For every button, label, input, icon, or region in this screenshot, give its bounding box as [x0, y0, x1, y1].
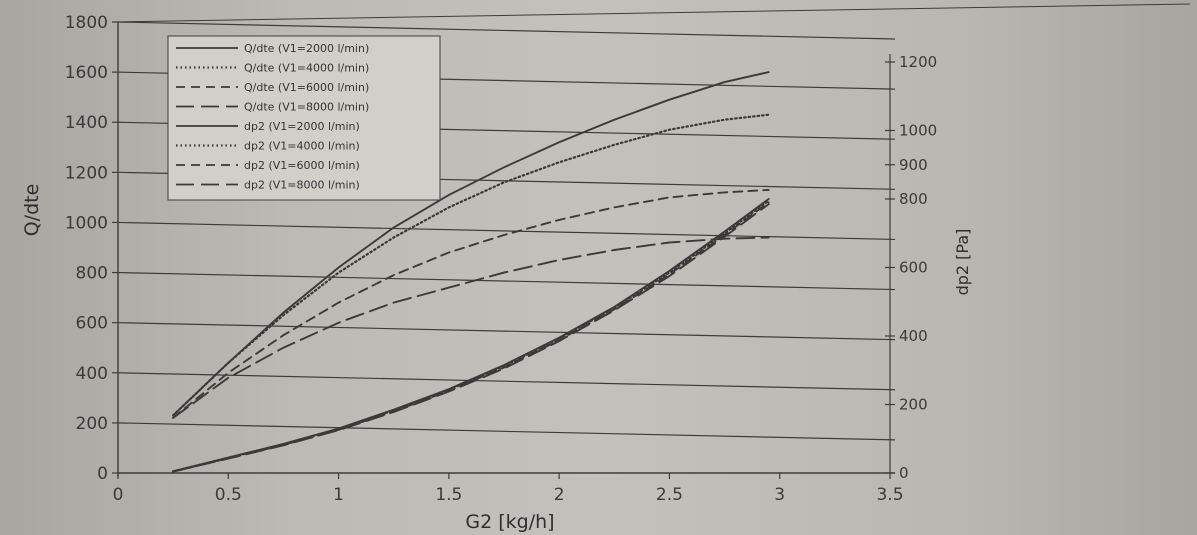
- axes: 0 200 400 600 800 1000 1200 1400 1600 1800 0 0.5 1 1.…: [65, 3, 1191, 505]
- gridline: [117, 271, 896, 291]
- y2-tick-label: 600: [899, 259, 928, 277]
- legend-entry: Q/dte (V1=6000 l/min): [244, 81, 369, 94]
- x-tick-label: 1: [333, 485, 344, 505]
- gridline: [117, 422, 896, 441]
- y-axis-label: Q/dte: [21, 184, 43, 237]
- x-tick-label: 3: [774, 485, 785, 505]
- legend-entry: dp2 (V1=2000 l/min): [244, 120, 360, 133]
- legend-entry: dp2 (V1=6000 l/min): [244, 159, 360, 172]
- y-tick-label: 1000: [65, 213, 108, 233]
- x-tick-label: 3.5: [876, 485, 903, 505]
- y2-axis-label: dp2 [Pa]: [953, 229, 972, 296]
- y-tick-label: 1200: [65, 163, 108, 183]
- x-tick-label: 1.5: [435, 485, 462, 505]
- legend-entry: Q/dte (V1=2000 l/min): [244, 42, 369, 55]
- y2-tick-label: 800: [899, 190, 928, 208]
- legend-entry: dp2 (V1=8000 l/min): [244, 179, 360, 192]
- gridline: [117, 322, 896, 341]
- series-line-2: [172, 113, 770, 417]
- gridline: [117, 221, 896, 241]
- legend: Q/dte (V1=2000 l/min) Q/dte (V1=4000 l/mi…: [167, 35, 441, 201]
- series-line-1: [172, 71, 770, 417]
- x-tick-label: 0.5: [215, 485, 242, 505]
- legend-entry: Q/dte (V1=4000 l/min): [244, 62, 369, 75]
- x-tick-label: 2: [554, 485, 565, 505]
- series-line-7: [172, 201, 770, 473]
- y2-tick-label: 1000: [899, 122, 937, 140]
- legend-entry: dp2 (V1=4000 l/min): [244, 140, 360, 153]
- series-line-8: [172, 203, 770, 473]
- y-tick-label: 1800: [65, 13, 108, 33]
- y-tick-label: 400: [76, 364, 108, 384]
- y2-tick-label: 0: [899, 464, 909, 482]
- y2-tick-label: 400: [899, 327, 928, 345]
- y-tick-label: 1600: [65, 63, 108, 83]
- legend-box: [167, 35, 441, 201]
- x-tick-label: 2.5: [656, 485, 683, 505]
- y-tick-label: 1400: [65, 113, 108, 133]
- y2-tick-label: 900: [899, 156, 928, 174]
- series-layer: [172, 71, 770, 473]
- series-line-3: [172, 188, 770, 419]
- gridline: [117, 372, 896, 391]
- legend-entry: Q/dte (V1=8000 l/min): [244, 101, 369, 114]
- x-tick-label: 0: [113, 485, 124, 505]
- series-line-4: [172, 236, 770, 419]
- y-tick-label: 800: [76, 264, 108, 284]
- series-line-6: [172, 199, 770, 473]
- top-frame-line: [112, 3, 1191, 23]
- y2-tick-label: 200: [899, 396, 928, 414]
- y-tick-label: 0: [97, 464, 108, 484]
- x-axis-label: G2 [kg/h]: [465, 511, 554, 533]
- y-tick-label: 200: [76, 414, 108, 434]
- y-tick-label: 600: [76, 314, 108, 334]
- gridline: [117, 21, 896, 40]
- y2-tick-label: 1200: [899, 53, 937, 71]
